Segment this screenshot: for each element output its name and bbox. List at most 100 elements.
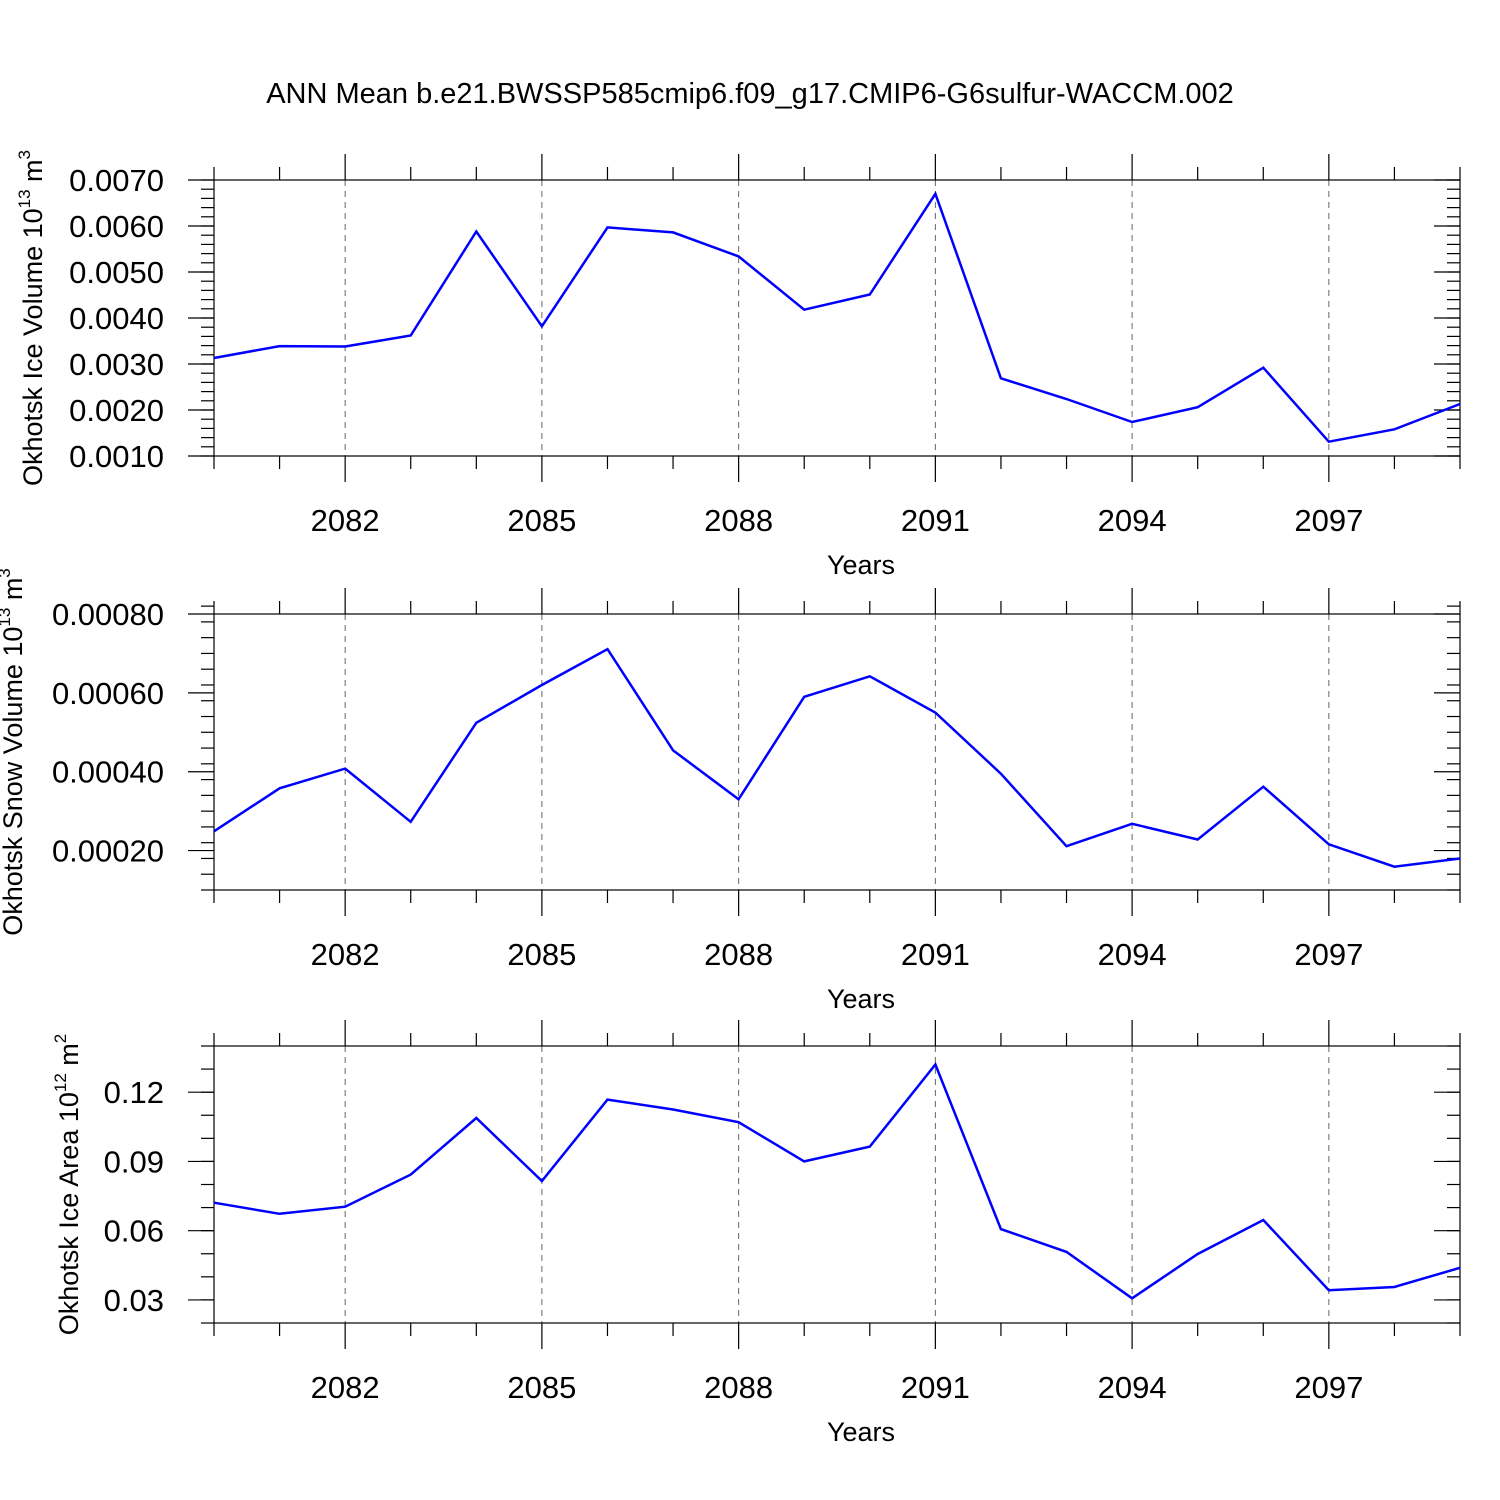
data-point bbox=[1458, 856, 1462, 860]
series-line bbox=[213, 190, 1461, 444]
data-point bbox=[1065, 397, 1069, 401]
data-point bbox=[671, 748, 675, 752]
data-point bbox=[1327, 1288, 1331, 1292]
x-tick-label: 2094 bbox=[1098, 503, 1167, 538]
x-tick-label: 2082 bbox=[311, 937, 380, 972]
data-point bbox=[1458, 402, 1462, 406]
data-point bbox=[1261, 785, 1265, 789]
x-tick-label: 2091 bbox=[901, 937, 970, 972]
y-tick-label: 0.09 bbox=[104, 1144, 164, 1179]
y-axis-title-unit-exponent: 3 bbox=[0, 568, 14, 577]
data-point bbox=[278, 786, 282, 790]
y-tick-label: 0.12 bbox=[104, 1075, 164, 1110]
y-tick-label: 0.0020 bbox=[69, 393, 164, 428]
data-point bbox=[1065, 1250, 1069, 1254]
data-point bbox=[1327, 842, 1331, 846]
data-point bbox=[474, 230, 478, 234]
panels-container: 2082 2085 2088 2091 2094 2097 Years 0.0010 0.002… bbox=[0, 150, 1462, 1447]
data-point bbox=[933, 711, 937, 715]
y-tick-label: 0.0010 bbox=[69, 439, 164, 474]
data-point bbox=[933, 192, 937, 196]
data-point bbox=[671, 1107, 675, 1111]
data-point bbox=[1392, 1285, 1396, 1289]
data-point bbox=[605, 225, 609, 229]
y-tick-label: 0.0070 bbox=[69, 163, 164, 198]
data-point bbox=[999, 772, 1003, 776]
data-point bbox=[868, 674, 872, 678]
y-tick-label: 0.0040 bbox=[69, 301, 164, 336]
data-point bbox=[540, 324, 544, 328]
data-point bbox=[1392, 865, 1396, 869]
data-point bbox=[802, 308, 806, 312]
x-tick-label: 2085 bbox=[507, 937, 576, 972]
y-axis-title-exponent: 13 bbox=[15, 189, 34, 208]
data-point bbox=[343, 767, 347, 771]
data-point bbox=[1392, 427, 1396, 431]
data-point bbox=[212, 1201, 216, 1205]
data-point bbox=[1261, 1218, 1265, 1222]
data-point bbox=[1130, 822, 1134, 826]
y-tick-label: 0.00020 bbox=[52, 834, 164, 869]
x-tick-label: 2091 bbox=[901, 503, 970, 538]
data-point bbox=[1130, 1296, 1134, 1300]
y-axis-title-exponent: 12 bbox=[51, 1073, 70, 1092]
y-tick-label: 0.0060 bbox=[69, 209, 164, 244]
chart-title: ANN Mean b.e21.BWSSP585cmip6.f09_g17.CMI… bbox=[266, 78, 1234, 110]
x-tick-label: 2085 bbox=[507, 503, 576, 538]
data-point bbox=[737, 797, 741, 801]
data-point bbox=[278, 1212, 282, 1216]
data-point bbox=[737, 254, 741, 258]
panel-3: 2082 2085 2088 2091 2094 2097 Years 0.03 0.06 0.0… bbox=[51, 1020, 1462, 1447]
y-axis-title: Okhotsk Ice Area 1012 m2 bbox=[51, 1034, 84, 1336]
data-point bbox=[1196, 405, 1200, 409]
x-tick-label: 2082 bbox=[311, 503, 380, 538]
y-tick-label: 0.00080 bbox=[52, 597, 164, 632]
data-point bbox=[737, 1120, 741, 1124]
y-axis-title-exponent: 13 bbox=[0, 608, 14, 627]
data-point bbox=[212, 356, 216, 360]
data-point bbox=[343, 345, 347, 349]
y-axis-title-main: Okhotsk Ice Volume 10 bbox=[18, 208, 48, 486]
data-point bbox=[409, 333, 413, 337]
x-tick-label: 2094 bbox=[1098, 1370, 1167, 1405]
y-axis-title-unit-exponent: 2 bbox=[51, 1034, 70, 1043]
x-tick-label: 2082 bbox=[311, 1370, 380, 1405]
x-axis-title: Years bbox=[827, 984, 895, 1014]
x-tick-label: 2097 bbox=[1294, 1370, 1363, 1405]
y-tick-label: 0.03 bbox=[104, 1283, 164, 1318]
data-point bbox=[540, 683, 544, 687]
data-point bbox=[1458, 1266, 1462, 1270]
data-point bbox=[671, 230, 675, 234]
data-point bbox=[474, 721, 478, 725]
data-point bbox=[1196, 838, 1200, 842]
data-point bbox=[605, 1098, 609, 1102]
data-point bbox=[1130, 420, 1134, 424]
x-tick-label: 2088 bbox=[704, 1370, 773, 1405]
x-tick-label: 2085 bbox=[507, 1370, 576, 1405]
x-tick-label: 2088 bbox=[704, 937, 773, 972]
y-tick-label: 0.06 bbox=[104, 1214, 164, 1249]
y-axis-title-unit: m bbox=[54, 1043, 84, 1073]
series-line bbox=[213, 1062, 1461, 1300]
data-point bbox=[1327, 440, 1331, 444]
x-tick-label: 2097 bbox=[1294, 937, 1363, 972]
x-tick-label: 2088 bbox=[704, 503, 773, 538]
y-axis-title: Okhotsk Snow Volume 1013 m3 bbox=[0, 568, 28, 936]
data-point bbox=[999, 1227, 1003, 1231]
x-axis-title: Years bbox=[827, 550, 895, 580]
y-axis-title-unit: m bbox=[18, 159, 48, 189]
data-point bbox=[868, 293, 872, 297]
y-axis-title-unit: m bbox=[0, 578, 28, 608]
x-axis-title: Years bbox=[827, 1417, 895, 1447]
x-tick-label: 2094 bbox=[1098, 937, 1167, 972]
data-point bbox=[409, 1173, 413, 1177]
data-point bbox=[868, 1145, 872, 1149]
x-tick-label: 2091 bbox=[901, 1370, 970, 1405]
series-line bbox=[213, 647, 1461, 868]
y-tick-label: 0.00060 bbox=[52, 676, 164, 711]
data-point bbox=[1065, 844, 1069, 848]
y-axis-title-main: Okhotsk Snow Volume 10 bbox=[0, 627, 28, 936]
data-point bbox=[474, 1116, 478, 1120]
panel-1: 2082 2085 2088 2091 2094 2097 Years 0.0010 0.002… bbox=[15, 150, 1462, 580]
